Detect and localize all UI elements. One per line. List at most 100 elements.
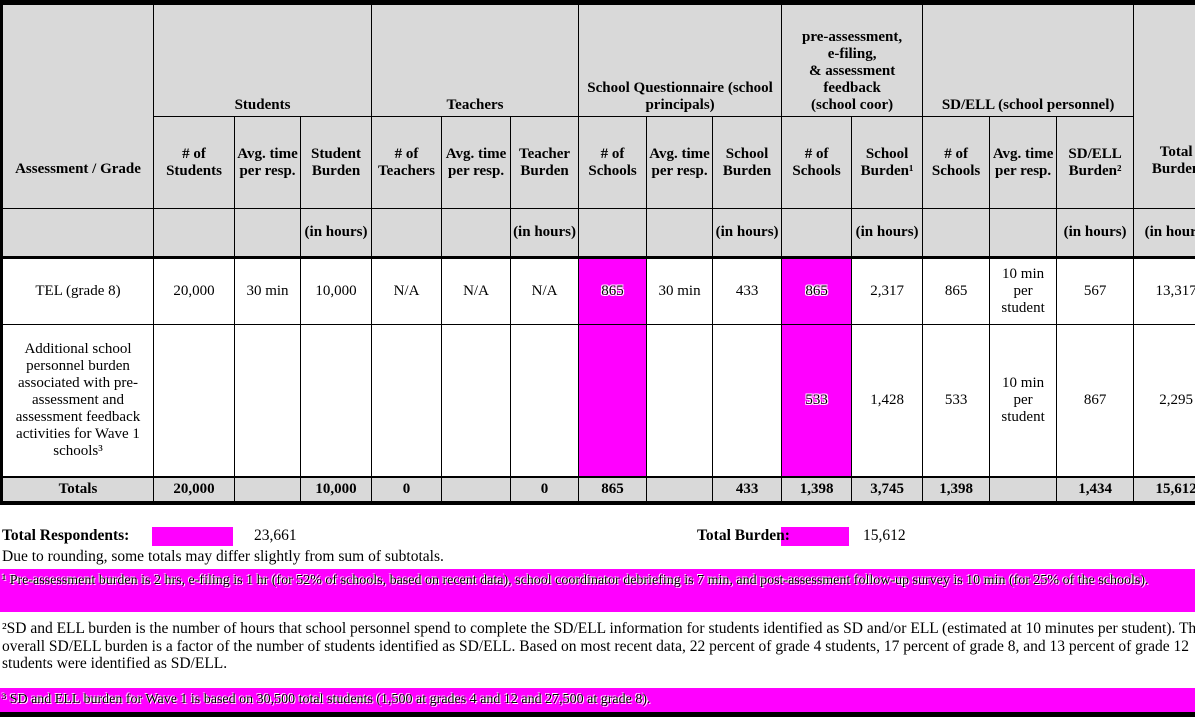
table-cell: [234, 475, 301, 505]
table-cell: [371, 324, 443, 477]
corner-header-assessment-grade: Assessment / Grade: [1, 2, 154, 209]
units-in-hours: (in hours): [510, 208, 580, 259]
table-cell: 865: [922, 257, 991, 325]
additional-row-label: Additional school personnel burden assoc…: [1, 324, 154, 477]
table-units-row: (in hours) (in hours) (in hours) (in hou…: [1, 208, 1195, 259]
tel-row-label: TEL (grade 8): [1, 257, 154, 325]
group-header-students: Students: [152, 2, 373, 117]
units-cell: [234, 208, 301, 259]
subheader-avg-time-sdell: Avg. time per resp.: [989, 116, 1058, 209]
group-header-total-burden: Total Burden: [1133, 2, 1195, 209]
table-cell: 433: [712, 257, 783, 325]
units-in-hours: (in hours): [851, 208, 924, 259]
table-cell: [989, 475, 1058, 505]
table-cell: 433: [712, 475, 783, 505]
subheader-student-burden: Student Burden: [299, 116, 373, 209]
table-cell: 2,295: [1133, 324, 1195, 477]
table-cell: [153, 324, 235, 477]
table-cell: 1,434: [1056, 475, 1135, 505]
units-in-hours: (in hours): [1056, 208, 1135, 259]
table-cell: [712, 324, 783, 477]
table-cell: 865: [578, 475, 648, 505]
table-cell: 1,398: [922, 475, 991, 505]
tel-preassess-schools-highlighted: 865: [781, 257, 853, 325]
table-row-additional: Additional school personnel burden assoc…: [1, 324, 1195, 477]
subheader-avg-time-teachers: Avg. time per resp.: [441, 116, 512, 209]
table-cell: N/A: [441, 257, 512, 325]
subheader-num-teachers: # of Teachers: [371, 116, 443, 209]
units-cell: [781, 208, 853, 259]
table-row-tel: TEL (grade 8) 20,000 30 min 10,000 N/A N…: [1, 257, 1195, 325]
table-cell: 10 min per student: [989, 257, 1058, 325]
units-in-hours: (in hours): [1133, 208, 1195, 259]
table-cell: 533: [922, 324, 991, 477]
table-cell: 2,317: [851, 257, 924, 325]
total-respondents-value: 23,661: [254, 527, 297, 544]
table-cell: 3,745: [851, 475, 924, 505]
table-cell: 1,428: [851, 324, 924, 477]
units-cell: [153, 208, 235, 259]
table-group-header-row: Assessment / Grade Students Teachers Sch…: [1, 2, 1195, 209]
table-cell: 13,317: [1133, 257, 1195, 325]
table-cell: 867: [1056, 324, 1135, 477]
table-cell: 1,398: [781, 475, 853, 505]
group-header-school-questionnaire: School Questionnaire (school principals): [578, 2, 783, 117]
units-cell: [441, 208, 512, 259]
units-in-hours: (in hours): [299, 208, 373, 259]
additional-schools-highlighted-empty: [578, 324, 648, 477]
table-cell: 0: [510, 475, 580, 505]
burden-estimate-table: Assessment / Grade Students Teachers Sch…: [0, 0, 1195, 505]
table-cell: [646, 324, 714, 477]
footnote-1-pre-assessment: ¹ Pre-assessment burden is 2 hrs, e-fili…: [0, 569, 1195, 612]
table-cell: [510, 324, 580, 477]
subheader-num-schools-pre: # of Schools: [781, 116, 853, 209]
rounding-note: Due to rounding, some totals may differ …: [2, 548, 444, 565]
table-cell: 567: [1056, 257, 1135, 325]
table-cell: 10,000: [299, 257, 373, 325]
table-cell: 30 min: [646, 257, 714, 325]
table-cell: 20,000: [153, 257, 235, 325]
total-burden-label: Total Burden:: [697, 527, 790, 544]
table-cell: 0: [371, 475, 443, 505]
units-cell: [922, 208, 991, 259]
table-row-totals: Totals 20,000 10,000 0 0 865 433 1,398 3…: [1, 475, 1195, 505]
total-burden-highlight-swatch: [781, 527, 849, 546]
subheader-school-burden: School Burden: [712, 116, 783, 209]
subheader-sdell-burden: SD/ELL Burden²: [1056, 116, 1135, 209]
total-burden-value: 15,612: [863, 527, 906, 544]
total-respondents-label: Total Respondents:: [2, 527, 130, 544]
footnote-3-wave1: ³ SD and ELL burden for Wave 1 is based …: [0, 688, 1195, 712]
table-cell: 10,000: [299, 475, 373, 505]
bottom-black-bar: [0, 712, 1195, 717]
subheader-avg-time-schools: Avg. time per resp.: [646, 116, 714, 209]
subheader-num-schools-sdell: # of Schools: [922, 116, 991, 209]
table-cell: N/A: [371, 257, 443, 325]
table-subheader-row: # of Students Avg. time per resp. Studen…: [2, 116, 1195, 209]
group-header-sd-ell: SD/ELL (school personnel): [922, 2, 1135, 117]
table-cell: [234, 324, 301, 477]
table-cell: 10 min per student: [989, 324, 1058, 477]
units-cell: [1, 208, 154, 259]
table-cell: N/A: [510, 257, 580, 325]
table-cell: [299, 324, 373, 477]
table-cell: [441, 475, 512, 505]
units-in-hours: (in hours): [712, 208, 783, 259]
units-cell: [371, 208, 443, 259]
total-respondents-highlight-swatch: [152, 527, 233, 546]
group-header-pre-assessment: pre-assessment, e-filing, & assessment f…: [781, 2, 924, 117]
table-cell: 30 min: [234, 257, 301, 325]
table-cell: 15,612: [1133, 475, 1195, 505]
subheader-num-students: # of Students: [153, 116, 235, 209]
footnote-2-sd-ell: ²SD and ELL burden is the number of hour…: [2, 620, 1195, 672]
units-cell: [578, 208, 648, 259]
table-cell: [646, 475, 714, 505]
table-cell: 20,000: [153, 475, 235, 505]
subheader-num-schools-q: # of Schools: [578, 116, 648, 209]
additional-preassess-schools-highlighted: 533: [781, 324, 853, 477]
totals-row-label: Totals: [1, 475, 154, 505]
subheader-school-burden-1: School Burden¹: [851, 116, 924, 209]
group-header-teachers: Teachers: [371, 2, 580, 117]
subheader-avg-time-students: Avg. time per resp.: [234, 116, 301, 209]
tel-schools-count-highlighted: 865: [578, 257, 648, 325]
subheader-teacher-burden: Teacher Burden: [510, 116, 580, 209]
